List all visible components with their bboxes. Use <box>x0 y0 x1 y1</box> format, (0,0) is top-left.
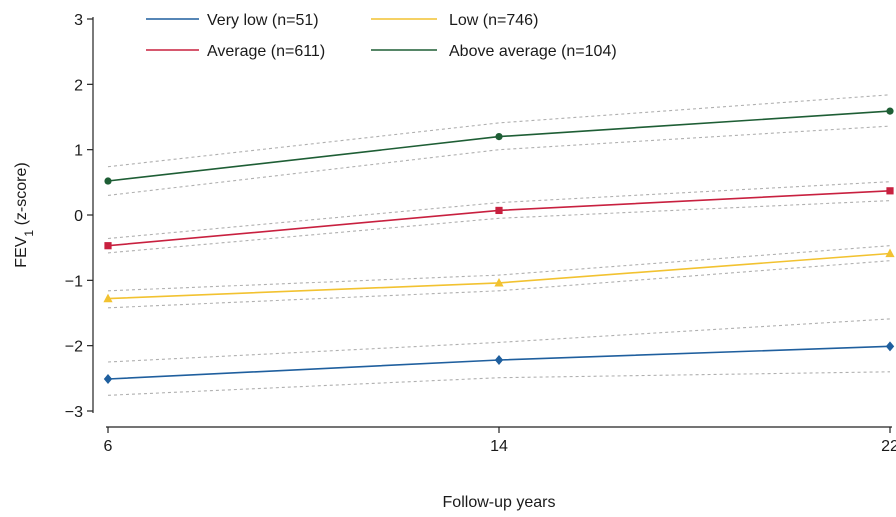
x-tick-label: 14 <box>490 438 508 455</box>
data-point-circle <box>104 177 112 185</box>
y-tick-label: 0 <box>74 208 83 225</box>
y-tick-label: 1 <box>74 143 83 160</box>
x-tick-label: 22 <box>881 438 896 455</box>
ci-line-upper <box>107 94 891 168</box>
ci-line-upper <box>107 181 891 240</box>
ci-line-lower <box>107 371 891 396</box>
axes: 3 2 1 0 −1 −2 −3 6 14 22 <box>65 12 896 455</box>
legend-label: Above average (n=104) <box>449 43 617 60</box>
data-point-square <box>104 242 112 250</box>
legend-label: Average (n=611) <box>207 43 325 60</box>
data-point-diamond <box>494 355 504 366</box>
ci-line-lower <box>107 260 891 309</box>
y-axis-title-rest: (z-score) <box>13 162 30 230</box>
y-axis-title-subscript: 1 <box>22 230 36 237</box>
y-tick-label: 3 <box>74 12 83 29</box>
series-lines <box>103 107 895 384</box>
series-line <box>107 252 891 300</box>
ci-line-lower <box>107 200 891 254</box>
confidence-interval-lines <box>107 94 891 396</box>
series-line <box>107 110 891 182</box>
y-tick-label: −3 <box>65 404 83 421</box>
y-tick-label: −2 <box>65 339 83 356</box>
data-point-circle <box>886 107 894 115</box>
data-point-circle <box>495 133 503 141</box>
data-point-diamond <box>103 373 113 384</box>
data-point-triangle <box>885 248 895 258</box>
data-point-square <box>886 187 894 195</box>
y-tick-label: −1 <box>65 273 83 290</box>
x-axis-title: Follow-up years <box>443 494 556 511</box>
ci-line-upper <box>107 318 891 363</box>
ci-line-lower <box>107 125 891 196</box>
data-point-triangle <box>494 277 504 287</box>
data-point-triangle <box>103 293 113 303</box>
data-point-diamond <box>885 341 895 352</box>
ci-line-upper <box>107 245 891 292</box>
y-axis-title: FEV1 (z-score) <box>13 162 36 267</box>
x-tick-label: 6 <box>104 438 113 455</box>
legend-label: Very low (n=51) <box>207 12 319 29</box>
y-tick-label: 2 <box>74 77 83 94</box>
legend: Very low (n=51) Average (n=611) Low (n=746… <box>146 12 617 60</box>
y-axis-title-main: FEV <box>13 236 30 267</box>
legend-label: Low (n=746) <box>449 12 538 29</box>
data-point-square <box>495 206 503 215</box>
